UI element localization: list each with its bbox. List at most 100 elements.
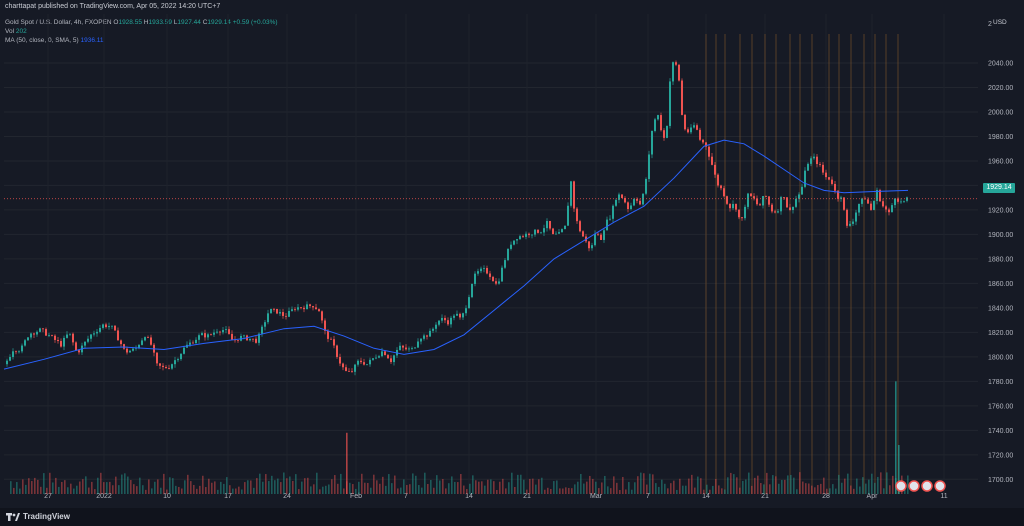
volume-bar xyxy=(136,486,138,494)
volume-bar xyxy=(244,482,246,494)
candle-body xyxy=(93,333,95,335)
tradingview-logo[interactable]: TradingView xyxy=(6,508,70,526)
volume-bar xyxy=(64,480,66,494)
candle-body xyxy=(651,130,653,155)
volume-bar xyxy=(409,484,411,494)
candle-body xyxy=(453,315,455,318)
candle-body xyxy=(468,297,470,309)
x-tick-label: 14 xyxy=(465,493,473,500)
y-tick-label: 1960.00 xyxy=(988,158,1013,165)
y-tick-label: 1920.00 xyxy=(988,207,1013,214)
volume-bar xyxy=(715,479,717,494)
volume-bar xyxy=(628,482,630,494)
volume-bar xyxy=(574,484,576,494)
low-value: 1927.44 xyxy=(177,19,201,26)
volume-bar xyxy=(106,482,108,494)
candle-body xyxy=(636,199,638,201)
candle-body xyxy=(582,231,584,237)
volume-bar xyxy=(325,485,327,494)
volume-bar xyxy=(487,479,489,494)
candle-body xyxy=(870,203,872,210)
candle-body xyxy=(588,241,590,249)
candle-body xyxy=(192,342,194,344)
candle-body xyxy=(156,352,158,364)
volume-bar xyxy=(829,488,831,494)
volume-bar xyxy=(607,486,609,494)
volume-bar xyxy=(523,479,525,494)
candle-body xyxy=(486,267,488,274)
candle-body xyxy=(36,331,38,335)
candle-body xyxy=(630,205,632,209)
legend-ma-row[interactable]: MA (50, close, 0, SMA, 5) 1936.11 xyxy=(5,36,278,45)
currency-label[interactable]: USD xyxy=(993,19,1007,26)
candle-body xyxy=(705,142,707,147)
volume-bar xyxy=(394,475,396,494)
volume-bar xyxy=(520,474,522,494)
candle-body xyxy=(840,197,842,199)
volume-bar xyxy=(445,488,447,494)
candle-body xyxy=(45,329,47,336)
candle-body xyxy=(312,306,314,308)
candle-body xyxy=(378,356,380,358)
volume-bar xyxy=(904,487,906,494)
volume-bar xyxy=(208,478,210,494)
candle-body xyxy=(570,181,572,206)
candle-body xyxy=(837,190,839,199)
candle-body xyxy=(237,340,239,342)
volume-bar xyxy=(163,473,165,494)
candle-body xyxy=(168,368,170,369)
volume-bar xyxy=(463,485,465,494)
candle-body xyxy=(750,193,752,197)
candle-body xyxy=(348,370,350,372)
legend-volume-row[interactable]: Vol 202 xyxy=(5,27,278,36)
volume-bar xyxy=(907,475,909,494)
candle-body xyxy=(336,345,338,357)
candle-body xyxy=(72,333,74,343)
low-label: L xyxy=(173,19,178,26)
volume-bar xyxy=(379,483,381,494)
volume-bar xyxy=(238,486,240,494)
candle-body xyxy=(855,212,857,222)
volume-bar xyxy=(739,487,741,494)
volume-bar xyxy=(787,475,789,494)
candle-body xyxy=(33,333,35,335)
candle-body xyxy=(270,308,272,314)
candle-body xyxy=(846,209,848,226)
volume-bar xyxy=(187,474,189,494)
volume-bar xyxy=(223,483,225,494)
candle-body xyxy=(198,335,200,340)
candle-body xyxy=(120,340,122,345)
volume-bar xyxy=(52,482,54,494)
volume-bar xyxy=(538,479,540,494)
price-chart[interactable]: 1700.00 1720.00 1740.00 1760.00 1780.00 1800.… xyxy=(0,14,1024,508)
candle-body xyxy=(372,358,374,360)
candle-body xyxy=(279,312,281,314)
candle-body xyxy=(15,351,17,353)
candle-body xyxy=(162,365,164,367)
candle-body xyxy=(693,125,695,128)
volume-bar xyxy=(454,481,456,494)
y-tick-label: 1840.00 xyxy=(988,305,1013,312)
candle-body xyxy=(681,80,683,115)
candle-body xyxy=(654,119,656,131)
volume-bar xyxy=(847,473,849,494)
event-marker-icon xyxy=(934,480,946,492)
volume-bar xyxy=(814,487,816,494)
volume-bar xyxy=(373,474,375,494)
candle-body xyxy=(459,313,461,318)
volume-bar xyxy=(376,480,378,494)
volume-bar xyxy=(13,487,15,494)
candle-body xyxy=(111,325,113,327)
candle-body xyxy=(714,164,716,175)
volume-bar xyxy=(601,482,603,494)
symbol-name[interactable]: Gold Spot / U.S. Dollar, 4h, FXOPEN xyxy=(5,19,112,26)
volume-bar xyxy=(214,481,216,494)
candle-body xyxy=(522,236,524,237)
x-tick-label: 21 xyxy=(761,493,769,500)
volume-bar xyxy=(610,488,612,494)
candle-body xyxy=(774,211,776,213)
volume-bar xyxy=(178,486,180,494)
volume-bar xyxy=(367,482,369,494)
volume-bar xyxy=(448,483,450,494)
volume-bar xyxy=(502,478,504,494)
